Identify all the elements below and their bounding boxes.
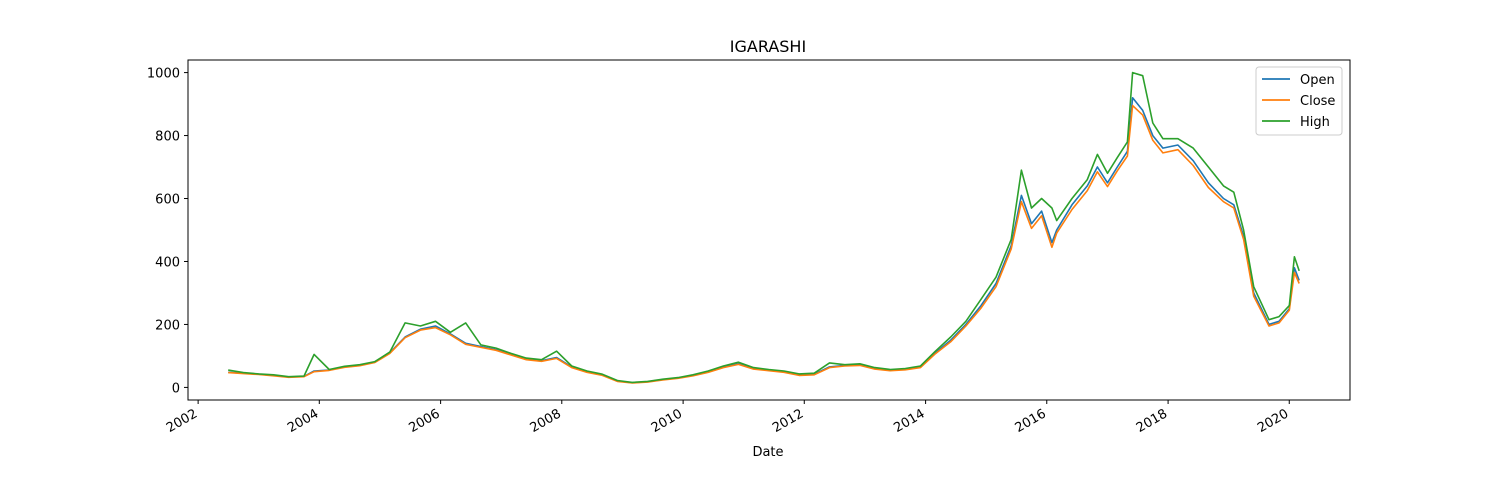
y-tick-label: 1000	[147, 67, 180, 82]
legend-label-open: Open	[1300, 73, 1335, 88]
legend-label-high: High	[1300, 115, 1330, 130]
legend: Open Close High	[1255, 66, 1343, 136]
y-tick-label: 800	[155, 130, 180, 145]
series-lines	[228, 71, 1300, 384]
y-axis: 0 200 400 600 800 1000	[147, 67, 188, 396]
series-line-high	[228, 71, 1300, 384]
x-axis-label: Date	[752, 445, 783, 460]
y-tick-label: 400	[155, 255, 180, 270]
legend-box	[1255, 66, 1343, 136]
series-line-close	[228, 104, 1300, 384]
chart-title: IGARASHI	[730, 37, 806, 56]
y-tick-label: 0	[172, 381, 180, 396]
y-tick-label: 600	[155, 193, 180, 208]
legend-label-close: Close	[1300, 94, 1335, 109]
plot-frame	[187, 59, 1351, 401]
y-tick-label: 200	[155, 318, 180, 333]
